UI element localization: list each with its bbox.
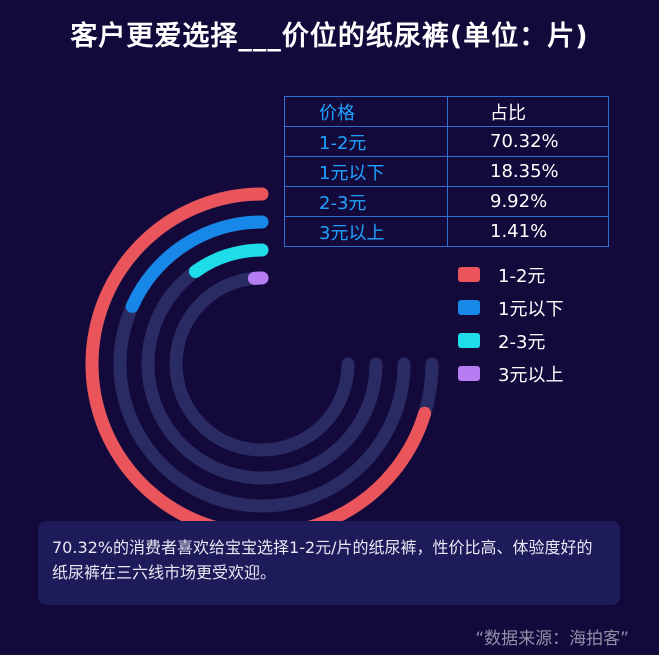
legend-label: 1元以下: [498, 298, 564, 320]
table-row: 1-2元 70.32%: [284, 126, 609, 157]
legend-item: 1-2元: [458, 262, 563, 287]
legend-label: 1-2元: [498, 265, 546, 287]
table-header-share: 占比: [447, 96, 609, 127]
ring-bar: [125, 215, 269, 313]
table-header-price: 价格: [284, 96, 448, 127]
data-source: “数据来源：海拍客”: [475, 629, 629, 649]
price-share-table: 价格 占比 1-2元 70.32% 1元以下 18.35% 2-3元 9.92%…: [284, 96, 609, 247]
legend-swatch: [458, 333, 480, 348]
table-row: 2-3元 9.92%: [284, 186, 609, 217]
table-cell-share: 1.41%: [447, 216, 609, 247]
table-row: 3元以上 1.41%: [284, 216, 609, 247]
table-cell-share: 70.32%: [447, 126, 609, 157]
ring-track: [141, 243, 383, 485]
legend-item: 3元以上: [458, 361, 563, 386]
table-cell-price: 2-3元: [284, 186, 448, 217]
table-cell-share: 9.92%: [447, 186, 609, 217]
legend-swatch: [458, 300, 480, 315]
summary-note: 70.32%的消费者喜欢给宝宝选择1-2元/片的纸尿裤，性价比高、体验度好的纸尿…: [38, 521, 620, 605]
table-cell-share: 18.35%: [447, 156, 609, 187]
table-header-row: 价格 占比: [284, 96, 609, 127]
table-cell-price: 1-2元: [284, 126, 448, 157]
ring-bar: [85, 187, 432, 541]
ring-track: [169, 271, 355, 457]
legend-item: 2-3元: [458, 328, 563, 353]
page-title: 客户更爱选择___价位的纸尿裤(单位：片): [70, 21, 589, 52]
legend-label: 2-3元: [498, 331, 546, 353]
legend-swatch: [458, 267, 480, 282]
chart-legend: 1-2元 1元以下 2-3元 3元以上: [458, 262, 563, 394]
ring-bar: [188, 243, 269, 278]
table-row: 1元以下 18.35%: [284, 156, 609, 187]
table-cell-price: 1元以下: [284, 156, 448, 187]
legend-label: 3元以上: [498, 364, 564, 386]
table-cell-price: 3元以上: [284, 216, 448, 247]
legend-item: 1元以下: [458, 295, 563, 320]
legend-swatch: [458, 366, 480, 381]
